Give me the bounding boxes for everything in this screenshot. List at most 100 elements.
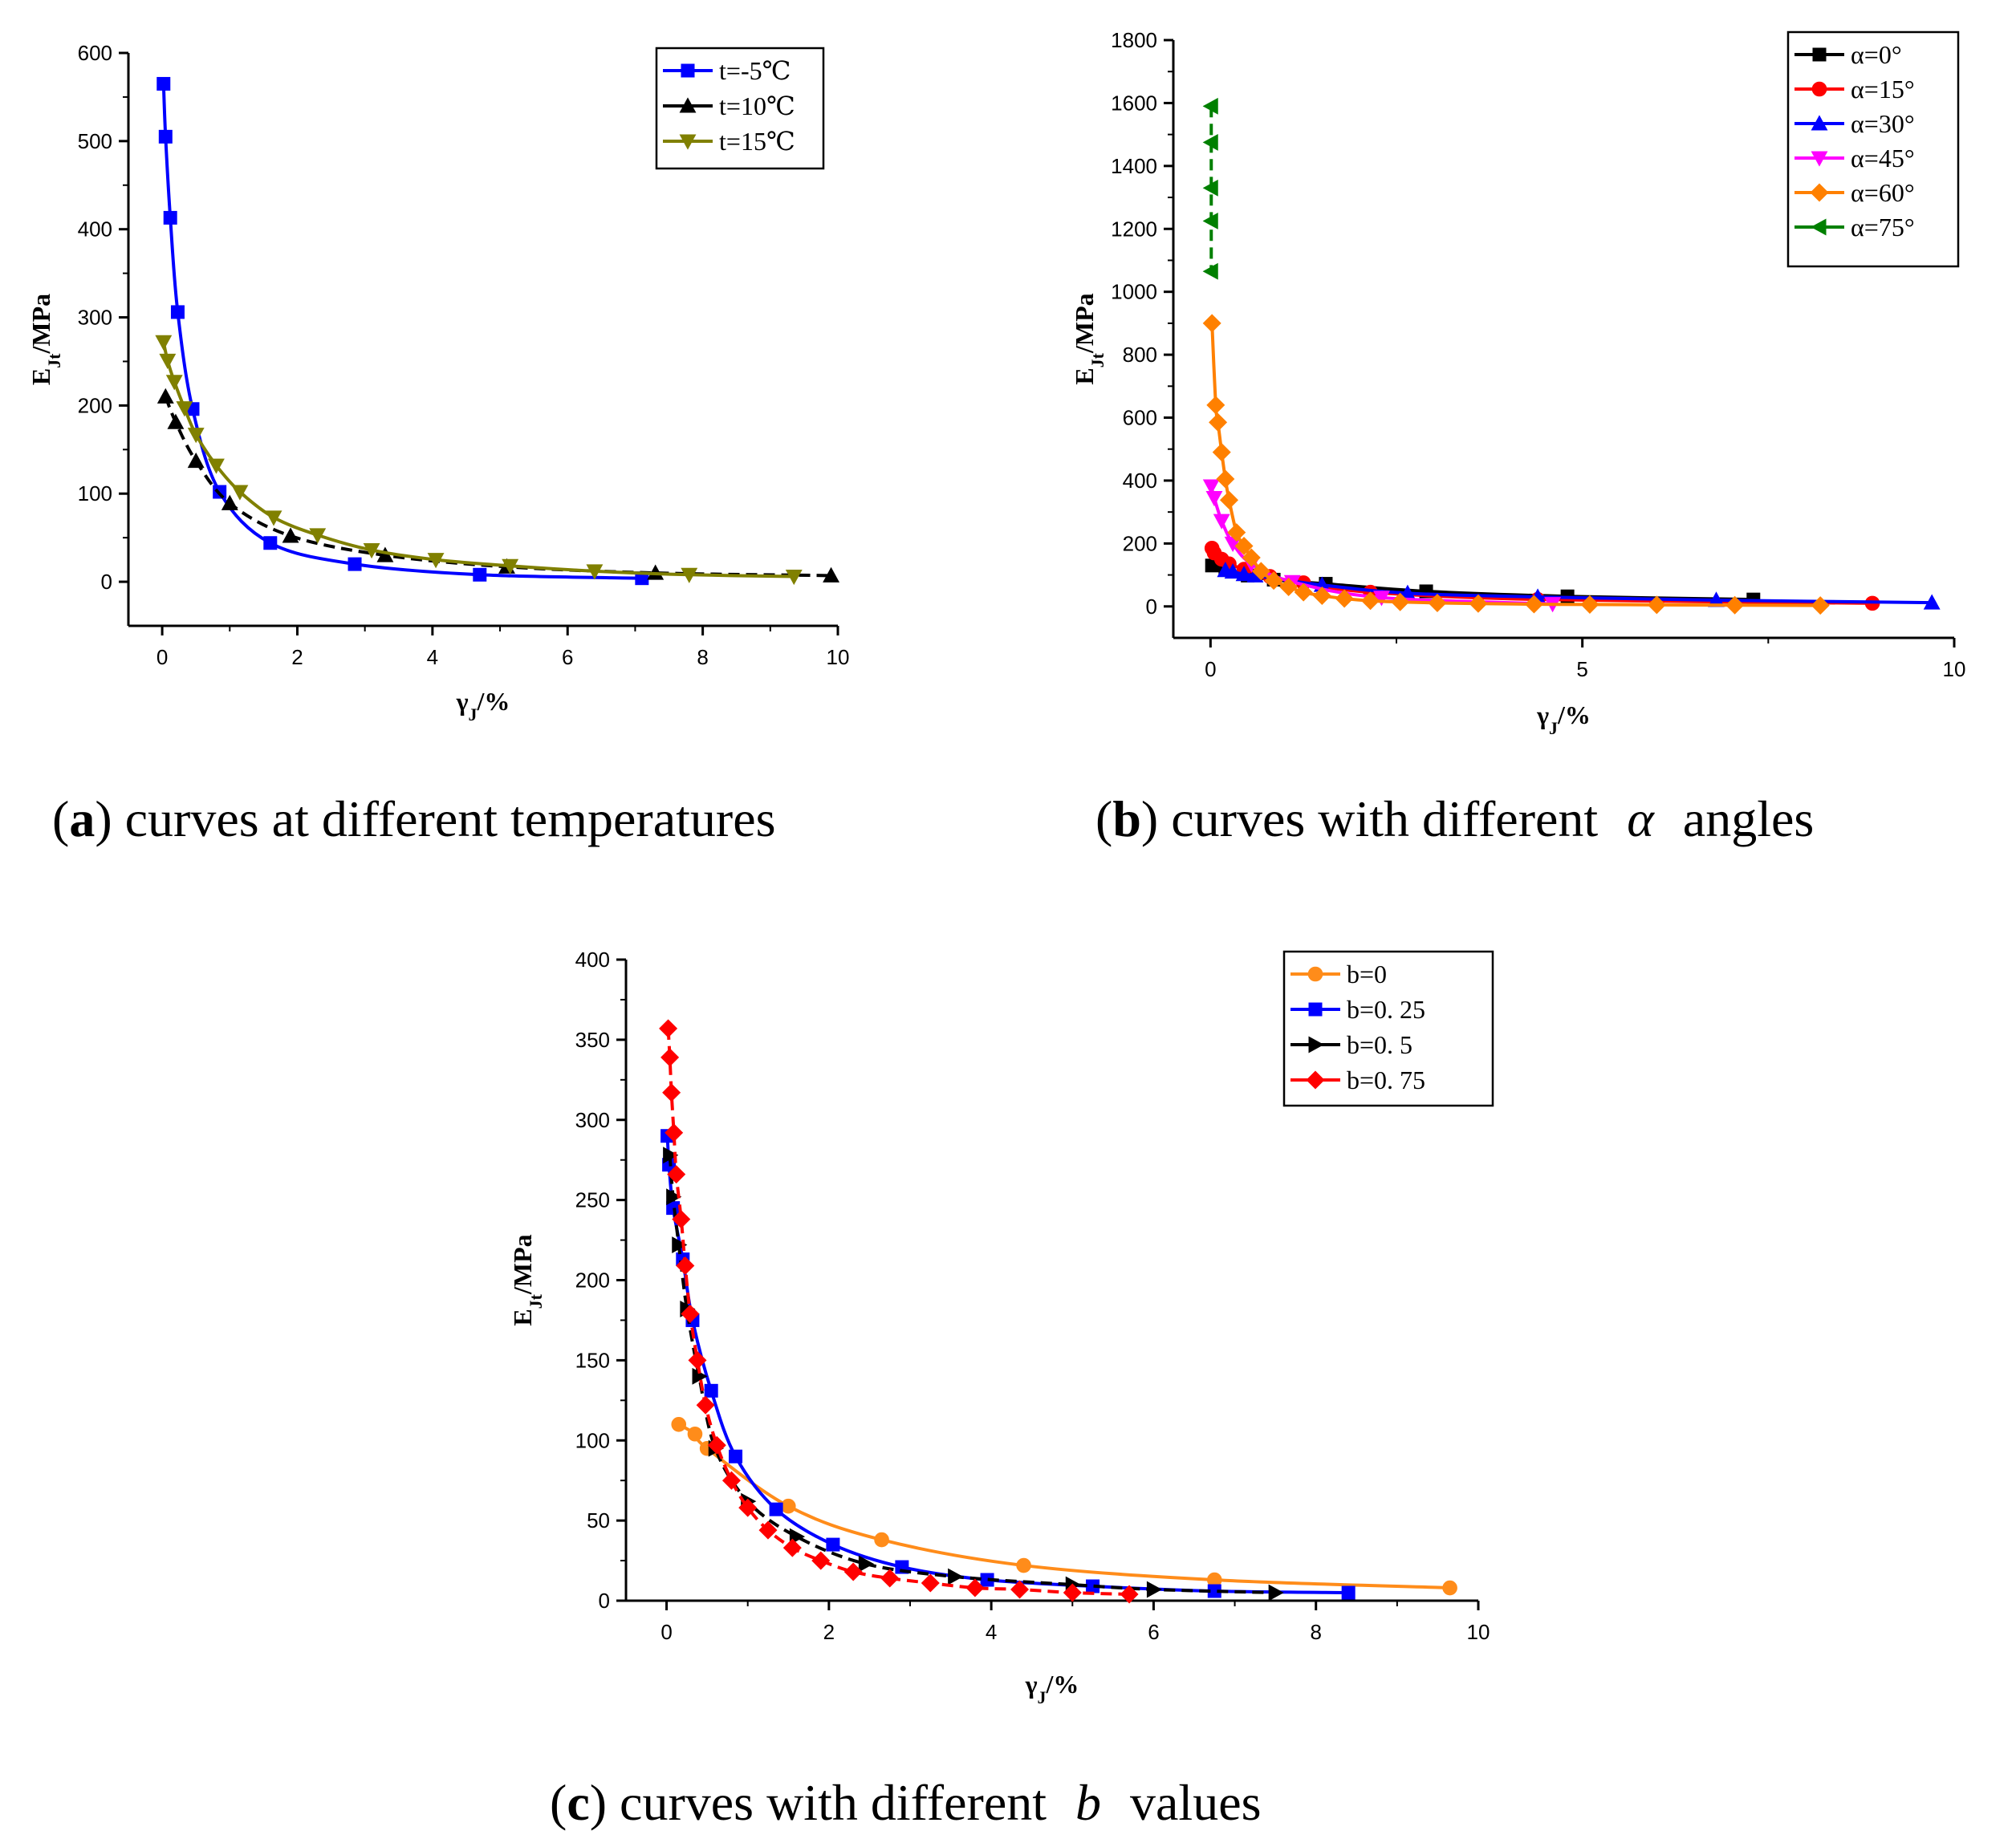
data-point [1016,1557,1031,1573]
x-tick-label: 4 [986,1620,997,1644]
data-point [427,553,445,569]
data-point [221,494,238,510]
data-point [187,428,205,444]
data-point [811,1551,831,1570]
y-tick-label: 200 [1123,531,1157,555]
data-point [696,1395,715,1415]
data-point [1647,595,1666,615]
data-point [1268,1584,1284,1601]
data-point [785,569,803,586]
x-tick-label: 0 [1205,657,1216,681]
data-point [363,543,380,559]
data-point [965,1578,985,1597]
legend-label: α=30° [1851,109,1915,138]
x-tick-label: 8 [1310,1620,1321,1644]
data-point [660,1048,680,1067]
series-line [161,341,795,578]
data-point [167,413,185,429]
data-point [156,76,171,91]
x-tick-label: 10 [827,645,850,669]
y-axis-title: EJt/MPa [1070,293,1108,384]
chart-panel-a: 0 100 200 300 400 500 600 0 2 4 6 8 10 γJ/% EJt/MPa t=-… [26,41,849,847]
data-point [687,1426,703,1442]
series-line [164,396,831,578]
data-point [163,210,177,225]
data-point [187,452,205,469]
legend-marker [1812,47,1827,62]
y-tick-label: 1200 [1111,217,1157,241]
data-point [1010,1580,1030,1599]
data-point [502,558,519,574]
data-point [1202,262,1218,280]
data-point [1205,491,1223,507]
data-point [666,1188,682,1206]
y-tick-label: 350 [575,1028,610,1052]
x-tick-label: 10 [1467,1620,1490,1644]
legend-label: α=60° [1851,178,1915,207]
data-point [1294,583,1313,602]
data-point [843,1562,863,1581]
y-tick-label: 300 [575,1108,610,1132]
y-tick-label: 0 [599,1589,610,1613]
legend-marker [1811,81,1827,97]
caption-b: (b) curves with different α angles [1095,790,1814,847]
data-point [1206,396,1225,415]
y-tick-label: 600 [1123,406,1157,430]
y-tick-label: 600 [78,41,112,65]
data-point [1242,548,1261,567]
y-tick-label: 100 [78,481,112,505]
data-point [1146,1581,1163,1598]
legend-label: b=0. 75 [1347,1066,1425,1094]
data-point [263,536,278,550]
data-point [265,510,282,526]
series-a-0 [156,76,649,586]
data-point [473,567,487,582]
data-point [1202,133,1218,151]
data-point [758,1520,778,1540]
series-b-2 [1217,562,1941,610]
data-point [681,567,698,583]
data-point [921,1573,940,1593]
data-point [1202,97,1218,115]
data-point [165,375,183,391]
legend-label: b=0. 5 [1347,1030,1412,1059]
data-point [1391,592,1410,611]
data-point [681,1304,700,1323]
data-point [1335,589,1354,608]
data-point [1216,469,1235,489]
y-tick-label: 400 [1123,469,1157,493]
legend-marker [679,134,697,150]
legend-label: b=0 [1347,960,1387,988]
data-point [663,1147,679,1164]
data-point [155,335,173,351]
data-point [1234,536,1254,556]
y-tick-label: 1600 [1111,91,1157,115]
legend-label: α=75° [1851,213,1915,242]
x-axis-title: γJ/% [1025,1670,1079,1707]
legend-marker [1307,966,1323,982]
data-point [667,1165,686,1184]
x-tick-label: 8 [697,645,708,669]
data-point [738,1498,758,1517]
data-point [1219,490,1239,509]
data-point [823,566,840,583]
legend-label: t=-5℃ [719,56,791,85]
data-point [1209,412,1228,432]
series-b-4 [1202,314,1830,615]
data-point [309,528,327,544]
data-point [1212,443,1231,462]
data-point [1264,571,1283,591]
data-point [1524,595,1543,614]
series-line [668,1155,1276,1595]
y-tick-label: 500 [78,129,112,153]
series-line [161,83,642,580]
series-a-1 [156,388,840,583]
legend: t=-5℃ t=10℃ t=15℃ [655,47,825,170]
data-point [672,1236,688,1253]
x-tick-label: 5 [1576,657,1587,681]
chart-panel-b: 0 200 400 600 800 1000 1200 1400 1600 1800 0 5 10 γJ/… [1070,28,1965,847]
data-point [1469,594,1488,613]
series-b-3 [1202,479,1562,613]
legend-marker [1810,183,1829,202]
